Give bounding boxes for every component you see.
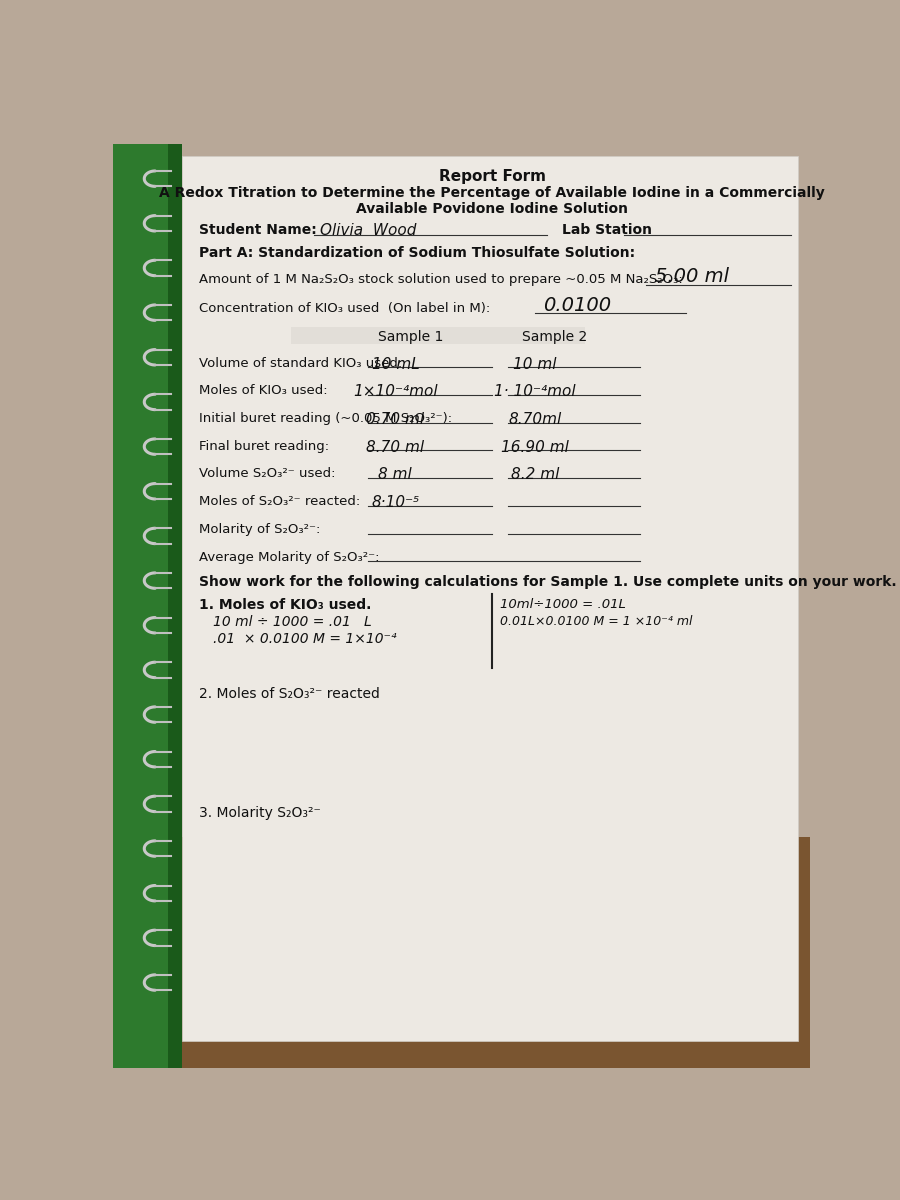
Bar — [182, 156, 798, 1042]
Text: Volume S₂O₃²⁻ used:: Volume S₂O₃²⁻ used: — [199, 468, 336, 480]
Text: 8.2 ml: 8.2 ml — [510, 468, 559, 482]
Text: 10 mL: 10 mL — [372, 356, 419, 372]
Text: 10ml÷1000 = .01L: 10ml÷1000 = .01L — [500, 599, 626, 611]
Text: 0.01L×0.0100 M = 1 ×10⁻⁴ ml: 0.01L×0.0100 M = 1 ×10⁻⁴ ml — [500, 616, 692, 629]
Text: 3. Molarity S₂O₃²⁻: 3. Molarity S₂O₃²⁻ — [199, 806, 321, 821]
Text: 5.00 ml: 5.00 ml — [655, 268, 729, 286]
Bar — [168, 144, 182, 1068]
Text: 2. Moles of S₂O₃²⁻ reacted: 2. Moles of S₂O₃²⁻ reacted — [199, 686, 380, 701]
Text: 8 ml: 8 ml — [379, 468, 412, 482]
Text: 16.90 ml: 16.90 ml — [501, 439, 569, 455]
Text: 8.70ml: 8.70ml — [508, 412, 562, 427]
Text: Sample 1: Sample 1 — [378, 330, 444, 344]
Bar — [112, 144, 810, 838]
Text: Lab Station: Lab Station — [562, 223, 652, 238]
Text: Volume of standard KIO₃ used:: Volume of standard KIO₃ used: — [199, 356, 402, 370]
Bar — [291, 328, 585, 344]
Text: Report Form: Report Form — [439, 169, 545, 184]
Bar — [112, 838, 810, 1068]
Text: 0.0100: 0.0100 — [543, 295, 611, 314]
Text: A Redox Titration to Determine the Percentage of Available Iodine in a Commercia: A Redox Titration to Determine the Perce… — [159, 186, 825, 200]
Text: Moles of KIO₃ used:: Moles of KIO₃ used: — [199, 384, 328, 397]
Text: Show work for the following calculations for Sample 1. Use complete units on you: Show work for the following calculations… — [199, 575, 897, 589]
Text: Amount of 1 M Na₂S₂O₃ stock solution used to prepare ~0.05 M Na₂S₂O₃:: Amount of 1 M Na₂S₂O₃ stock solution use… — [199, 274, 683, 287]
Text: Olivia  Wood: Olivia Wood — [320, 223, 417, 239]
Text: Available Povidone Iodine Solution: Available Povidone Iodine Solution — [356, 202, 628, 216]
Text: Student Name:: Student Name: — [199, 223, 317, 238]
Text: Concentration of KIO₃ used  (On label in M):: Concentration of KIO₃ used (On label in … — [199, 302, 491, 314]
Text: Moles of S₂O₃²⁻ reacted:: Moles of S₂O₃²⁻ reacted: — [199, 496, 361, 508]
Text: Initial buret reading (~0.05 M S₂O₃²⁻):: Initial buret reading (~0.05 M S₂O₃²⁻): — [199, 412, 453, 425]
Text: Final buret reading:: Final buret reading: — [199, 439, 329, 452]
Text: Sample 2: Sample 2 — [522, 330, 587, 344]
Text: 0.70 ml: 0.70 ml — [366, 412, 425, 427]
Text: .01  × 0.0100 M = 1×10⁻⁴: .01 × 0.0100 M = 1×10⁻⁴ — [213, 632, 397, 646]
Text: Average Molarity of S₂O₃²⁻:: Average Molarity of S₂O₃²⁻: — [199, 551, 380, 564]
Text: 8.70 ml: 8.70 ml — [366, 439, 425, 455]
Bar — [112, 144, 182, 1068]
Text: Part A: Standardization of Sodium Thiosulfate Solution:: Part A: Standardization of Sodium Thiosu… — [199, 246, 635, 260]
Text: 1. Moles of KIO₃ used.: 1. Moles of KIO₃ used. — [199, 599, 372, 612]
Text: 10 ml: 10 ml — [513, 356, 556, 372]
Text: 1×10⁻⁴mol: 1×10⁻⁴mol — [353, 384, 437, 400]
Text: 1· 10⁻⁴mol: 1· 10⁻⁴mol — [494, 384, 576, 400]
Text: 10 ml ÷ 1000 = .01   L: 10 ml ÷ 1000 = .01 L — [213, 616, 372, 629]
Text: Molarity of S₂O₃²⁻:: Molarity of S₂O₃²⁻: — [199, 523, 320, 536]
Text: 8·10⁻⁵: 8·10⁻⁵ — [371, 496, 419, 510]
